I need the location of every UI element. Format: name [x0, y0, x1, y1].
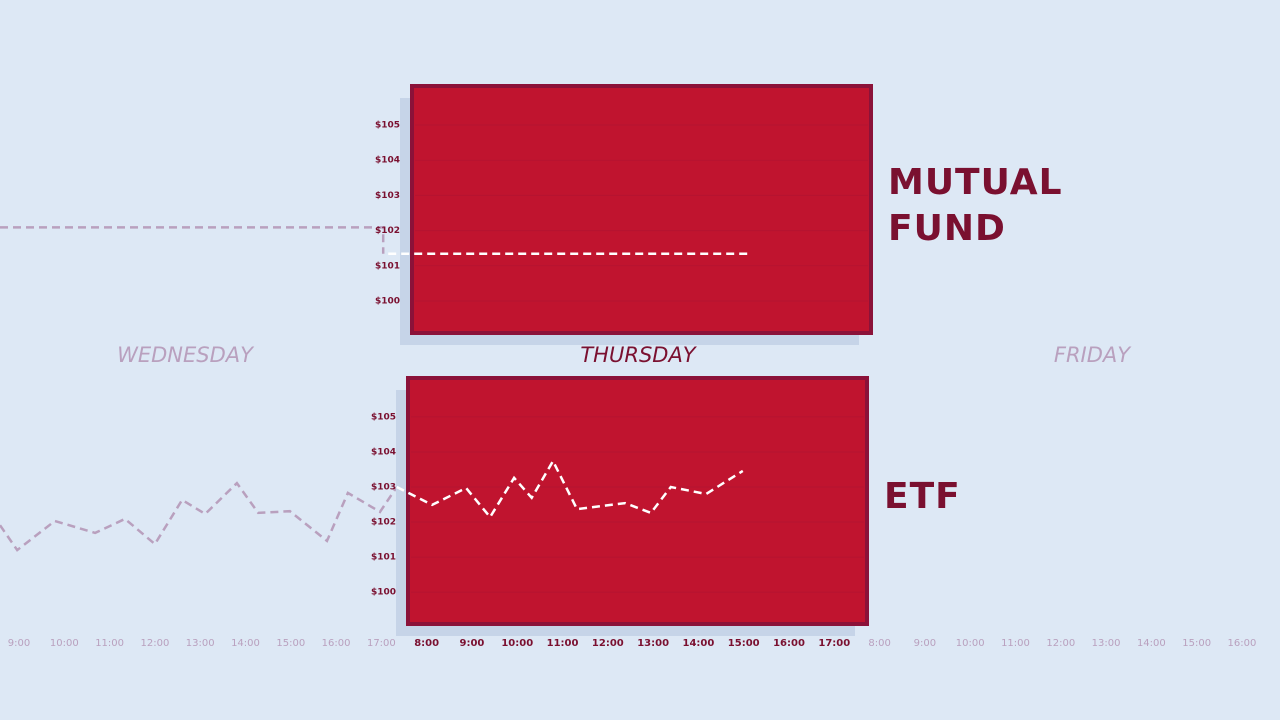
x-tick-label: 15:00: [276, 638, 305, 649]
x-tick-label: 13:00: [1092, 638, 1121, 649]
x-tick-label: 9:00: [8, 638, 30, 649]
chart-label: MUTUAL FUND: [888, 162, 1063, 249]
x-tick-label: 10:00: [501, 638, 533, 649]
x-tick-label: 13:00: [637, 638, 669, 649]
y-tick-label: $102: [375, 226, 400, 236]
y-tick-label: $104: [371, 447, 396, 457]
y-tick-label: $101: [371, 553, 396, 563]
x-tick-label: 9:00: [460, 638, 485, 649]
panel: [410, 84, 873, 335]
x-tick-label: 15:00: [728, 638, 760, 649]
x-tick-label: 13:00: [186, 638, 215, 649]
x-tick-label: 16:00: [773, 638, 805, 649]
chart-label: ETF: [884, 476, 961, 517]
y-tick-label: $103: [371, 482, 396, 492]
x-tick-label: 10:00: [956, 638, 985, 649]
day-label: WEDNESDAY: [117, 343, 255, 367]
y-tick-label: $103: [375, 191, 400, 201]
x-tick-label: 9:00: [914, 638, 936, 649]
x-tick-label: 11:00: [1001, 638, 1030, 649]
y-tick-label: $100: [375, 296, 400, 306]
x-tick-label: 12:00: [1046, 638, 1075, 649]
x-tick-label: 15:00: [1182, 638, 1211, 649]
x-tick-label: 8:00: [414, 638, 439, 649]
x-tick-label: 12:00: [140, 638, 169, 649]
x-tick-label: 17:00: [367, 638, 396, 649]
x-tick-label: 16:00: [322, 638, 351, 649]
y-tick-label: $105: [375, 121, 400, 131]
day-label: FRIDAY: [1054, 343, 1132, 367]
y-tick-label: $101: [375, 261, 400, 271]
x-tick-label: 16:00: [1228, 638, 1257, 649]
background-line: [0, 481, 398, 552]
y-tick-label: $102: [371, 518, 396, 528]
panel: [406, 376, 869, 626]
x-tick-label: 10:00: [50, 638, 79, 649]
background-line: [0, 226, 385, 254]
x-tick-label: 11:00: [547, 638, 579, 649]
x-tick-label: 14:00: [1137, 638, 1166, 649]
y-tick-label: $100: [371, 588, 396, 598]
x-tick-label: 14:00: [231, 638, 260, 649]
x-tick-label: 12:00: [592, 638, 624, 649]
x-tick-label: 11:00: [95, 638, 124, 649]
x-tick-label: 17:00: [818, 638, 850, 649]
x-tick-label: 14:00: [683, 638, 715, 649]
x-tick-label: 8:00: [868, 638, 890, 649]
y-tick-label: $105: [371, 412, 396, 422]
y-tick-label: $104: [375, 156, 400, 166]
day-label: THURSDAY: [580, 343, 697, 367]
price-line: [396, 458, 744, 520]
